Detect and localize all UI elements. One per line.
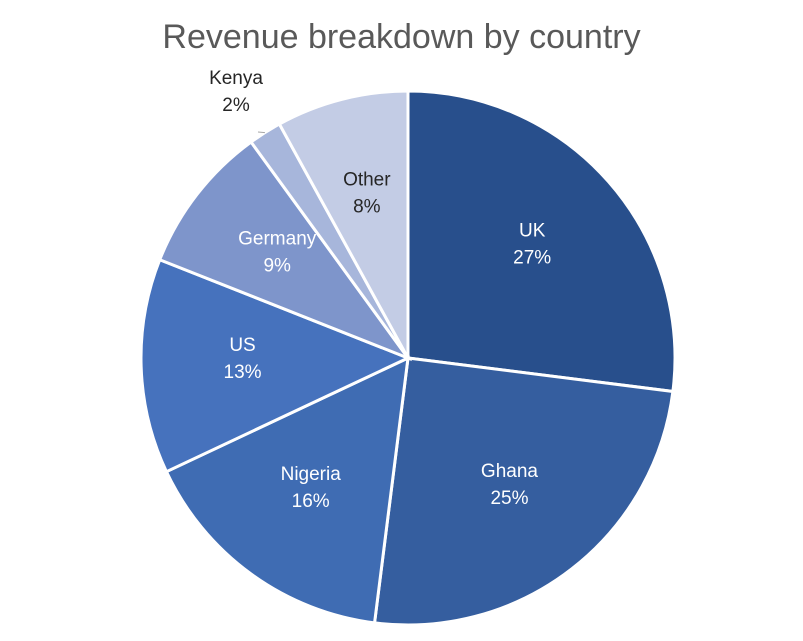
pie-slice-ghana (372, 356, 675, 627)
slice-label-value-germany: 9% (263, 256, 291, 277)
slice-label-name-uk: UK (519, 221, 546, 242)
kenya-leader-line (257, 131, 265, 134)
pie-slice-germany (157, 139, 413, 362)
slice-label-value-nigeria: 16% (292, 491, 330, 512)
slice-label-name-other: Other (343, 170, 391, 191)
pie-slice-other (277, 89, 410, 359)
slice-label-value-kenya: 2% (222, 95, 250, 116)
slice-label-name-nigeria: Nigeria (281, 464, 342, 485)
pie-slice-nigeria (164, 355, 410, 625)
pie-slice-us (139, 257, 412, 474)
slice-label-value-us: 13% (224, 362, 262, 383)
slice-label-name-kenya: Kenya (209, 68, 263, 89)
slice-label-value-other: 8% (353, 197, 381, 218)
slice-label-value-ghana: 25% (490, 488, 528, 509)
pie-slice-uk (406, 89, 677, 394)
slice-label-name-germany: Germany (238, 229, 317, 250)
slice-label-name-ghana: Ghana (481, 461, 538, 482)
slice-label-value-uk: 27% (513, 248, 551, 269)
slice-label-name-us: US (229, 335, 255, 356)
chart-title: Revenue breakdown by country (162, 18, 641, 56)
